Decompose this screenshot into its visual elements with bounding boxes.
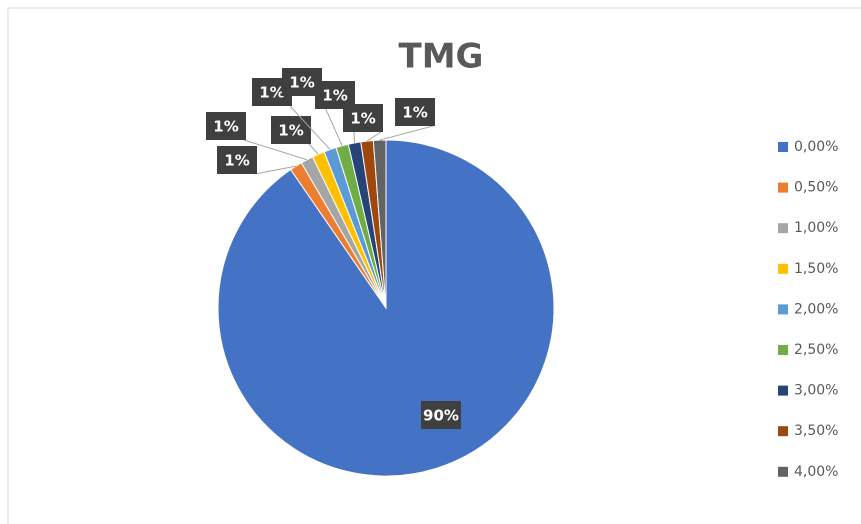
data-label: 1%: [278, 122, 303, 140]
legend-label: 0,00%: [794, 139, 838, 155]
data-label: 1%: [224, 152, 249, 170]
data-label-box: [271, 116, 311, 144]
legend-swatch: [778, 223, 788, 234]
legend-swatch: [778, 385, 788, 396]
legend-label: 0,50%: [794, 180, 838, 196]
legend-label: 1,00%: [794, 220, 838, 236]
data-label: 90%: [423, 407, 459, 425]
legend-swatch: [778, 304, 788, 315]
legend-label: 3,50%: [794, 423, 838, 439]
chart-frame: [7, 7, 861, 524]
leader-line: [289, 105, 331, 150]
legend-label: 4,00%: [794, 464, 838, 480]
data-label: 1%: [402, 104, 427, 122]
data-label: 1%: [289, 74, 314, 92]
legend-label: 3,00%: [794, 383, 838, 399]
legend-label: 1,50%: [794, 261, 838, 277]
pie-slice: [372, 139, 387, 309]
legend-swatch: [778, 426, 788, 437]
legend-label: 2,50%: [794, 342, 838, 358]
data-label: 1%: [213, 118, 238, 136]
data-label-box: [421, 401, 461, 429]
leader-line: [308, 143, 319, 155]
data-label-box: [343, 104, 383, 132]
legend-swatch: [778, 142, 788, 152]
leader-line: [366, 131, 382, 142]
data-label: 1%: [322, 87, 347, 105]
data-label: 1%: [350, 110, 375, 128]
legend-label: 2,00%: [794, 301, 838, 317]
data-label-box: [395, 98, 435, 126]
legend-swatch: [778, 263, 788, 274]
data-label: 1%: [259, 84, 284, 102]
data-label-box: [206, 112, 246, 140]
legend-swatch: [778, 466, 788, 477]
legend-swatch: [778, 345, 788, 355]
leader-line: [379, 125, 434, 141]
legend-swatch: [778, 182, 788, 193]
leader-line: [254, 165, 297, 175]
data-label-box: [217, 146, 257, 174]
leader-line: [243, 139, 308, 161]
chart-title: TMG: [399, 37, 484, 77]
